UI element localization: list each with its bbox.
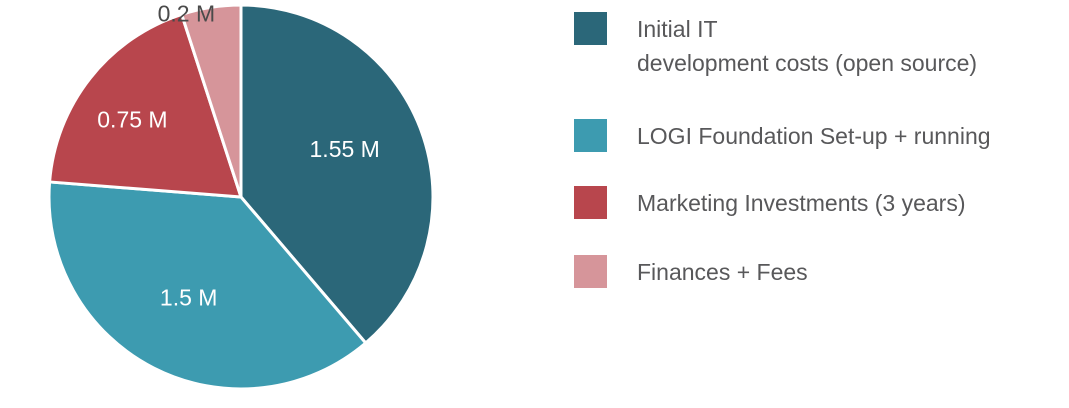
legend-swatch — [574, 186, 607, 219]
pie-slice-initial-it — [239, 3, 435, 345]
data-label-marketing-investments-3-years: 0.75 M — [97, 106, 167, 132]
legend-swatch — [574, 119, 607, 152]
legend-item-finances: Finances + Fees — [574, 255, 1057, 289]
legend-label: Initial IT development costs (open sourc… — [637, 16, 978, 76]
data-label-initial-it: 1.55 M — [310, 136, 380, 162]
pie-slice-marketing-investments-3-years — [48, 12, 243, 199]
pie-data-labels: 1.55 M 1.5 M 0.75 M 0.2 M — [97, 1, 380, 311]
pie-slice-finances-fees — [180, 3, 243, 199]
legend-label: Finances + Fees — [637, 259, 808, 285]
legend-item-logi-foundation: LOGI Foundation Set-up + running — [574, 119, 1057, 153]
legend-item-initial-it: Initial IT development costs (open sourc… — [574, 12, 1057, 80]
legend-item-marketing: Marketing Investments (3 years) — [574, 186, 1057, 220]
legend-label: Marketing Investments (3 years) — [637, 190, 966, 216]
data-label-finances-fees: 0.2 M — [158, 1, 216, 27]
data-label-logi-foundation-set-up-running: 1.5 M — [160, 285, 218, 311]
legend-label: LOGI Foundation Set-up + running — [637, 123, 991, 149]
pie-slices — [47, 3, 435, 391]
legend-swatch — [574, 255, 607, 288]
legend-swatch — [574, 12, 607, 45]
pie-slice-logi-foundation-set-up-running — [47, 180, 368, 391]
